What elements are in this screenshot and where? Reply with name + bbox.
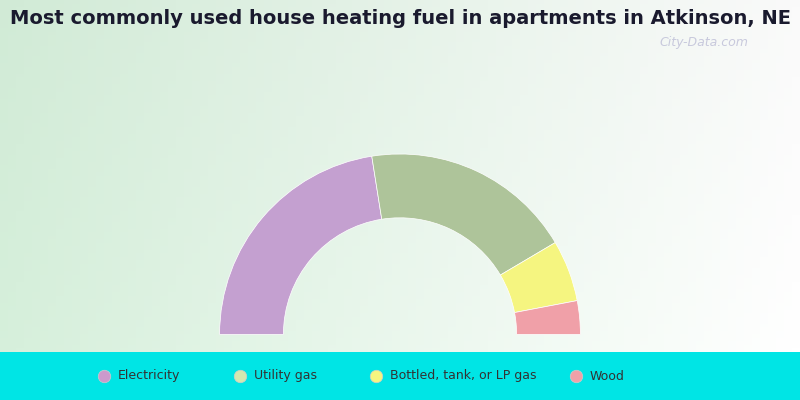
- Text: Utility gas: Utility gas: [254, 370, 317, 382]
- Wedge shape: [372, 154, 555, 275]
- Text: Most commonly used house heating fuel in apartments in Atkinson, NE: Most commonly used house heating fuel in…: [10, 8, 790, 28]
- Wedge shape: [500, 242, 578, 312]
- Text: Bottled, tank, or LP gas: Bottled, tank, or LP gas: [390, 370, 536, 382]
- Text: Electricity: Electricity: [118, 370, 180, 382]
- Wedge shape: [220, 156, 382, 334]
- Wedge shape: [514, 300, 581, 334]
- Text: City-Data.com: City-Data.com: [659, 36, 749, 49]
- Text: Wood: Wood: [590, 370, 625, 382]
